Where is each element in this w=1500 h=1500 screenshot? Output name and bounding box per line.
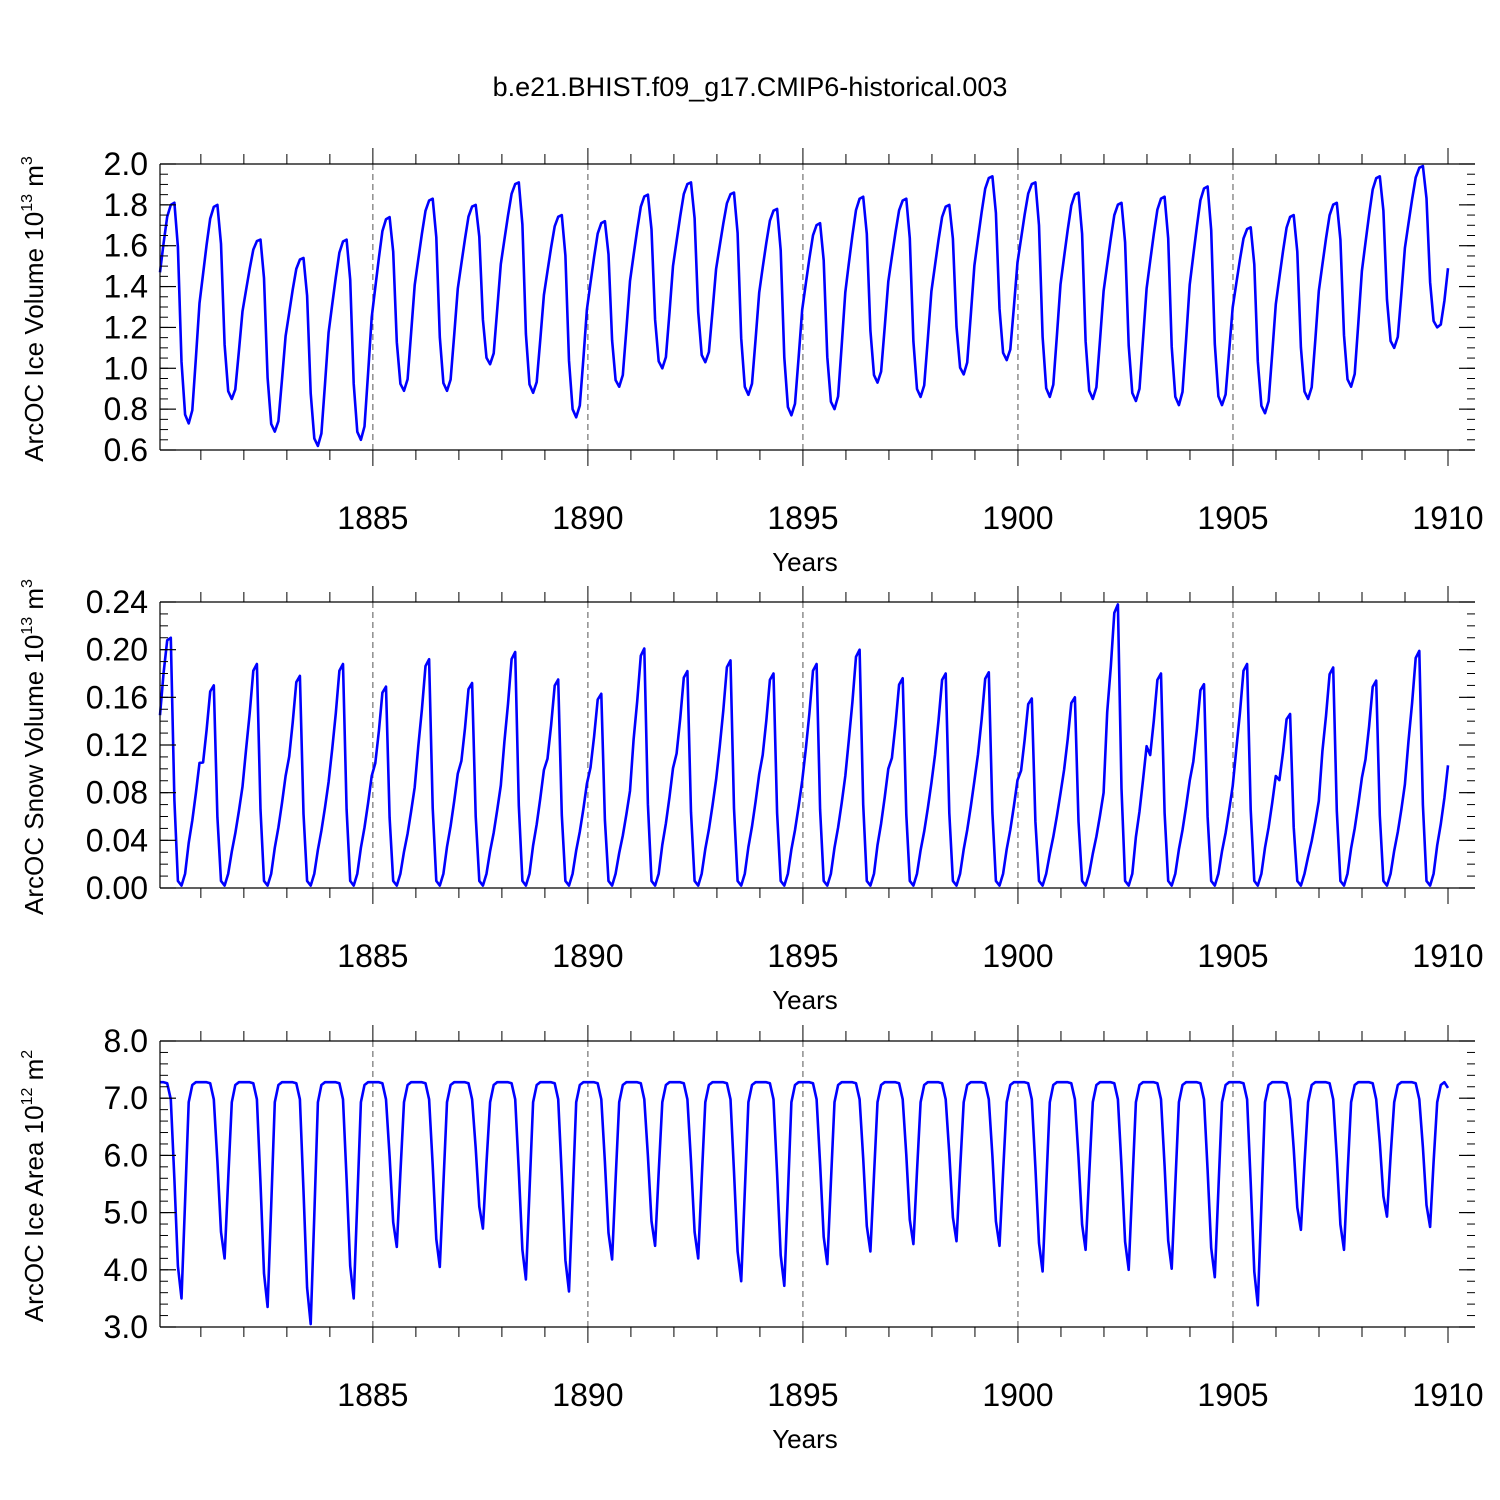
y-label-exponent: 13	[19, 194, 36, 212]
y-tick-label: 4.0	[104, 1252, 148, 1288]
y-tick-label: 0.6	[104, 432, 148, 468]
y-tick-label: 1.0	[104, 350, 148, 386]
x-axis-label: Years	[772, 1424, 838, 1454]
figure-title: b.e21.BHIST.f09_g17.CMIP6-historical.003	[493, 72, 1008, 102]
y-label-exponent: 12	[19, 1088, 36, 1106]
y-tick-label: 8.0	[104, 1023, 148, 1059]
x-tick-label: 1885	[337, 1377, 408, 1413]
y-label-unit: m	[19, 1059, 49, 1088]
series-line-snow	[158, 603, 1450, 887]
y-tick-label: 3.0	[104, 1309, 148, 1345]
y-tick-label: 6.0	[104, 1137, 148, 1173]
y-tick-label: 0.20	[86, 632, 148, 668]
y-tick-label: 5.0	[104, 1195, 148, 1231]
x-tick-label: 1895	[767, 1377, 838, 1413]
panels: 0.6 0.8 1.0 1.2 1.4 1.6 1.8 2.0 1885 1890 1895 1900…	[19, 146, 1484, 1454]
panel-area: 3.0 4.0 5.0 6.0 7.0 8.0 1885 1890 1895 1900 1905 19…	[19, 1023, 1484, 1454]
y-axis-label: ArcOC Ice Area 1012 m2	[19, 1050, 49, 1322]
y-tick-label: 1.6	[104, 228, 148, 264]
x-tick-label: 1910	[1412, 500, 1483, 536]
x-tick-label: 1890	[552, 938, 623, 974]
x-tick-label: 1905	[1197, 1377, 1268, 1413]
x-tick-label: 1890	[552, 1377, 623, 1413]
x-tick-label: 1885	[337, 938, 408, 974]
y-label-text: ArcOC Ice Volume 10	[19, 212, 49, 462]
x-tick-label: 1910	[1412, 938, 1483, 974]
y-label-unit-power: 3	[19, 579, 36, 588]
y-label-unit-power: 3	[19, 156, 36, 165]
x-tick-label: 1905	[1197, 500, 1268, 536]
x-tick-label: 1885	[337, 500, 408, 536]
x-tick-label: 1900	[982, 1377, 1053, 1413]
y-label-unit-power: 2	[19, 1050, 36, 1059]
y-axis-label: ArcOC Ice Volume 1013 m3	[19, 156, 49, 462]
y-label-text: ArcOC Snow Volume 10	[19, 635, 49, 915]
y-tick-label: 7.0	[104, 1080, 148, 1116]
y-tick-label: 0.08	[86, 775, 148, 811]
series-line-vol	[158, 164, 1450, 448]
y-tick-label: 2.0	[104, 146, 148, 182]
x-tick-label: 1910	[1412, 1377, 1483, 1413]
x-tick-label: 1895	[767, 500, 838, 536]
y-tick-label: 1.4	[104, 269, 148, 305]
x-axis-label: Years	[772, 985, 838, 1015]
y-tick-label: 0.00	[86, 870, 148, 906]
y-label-unit: m	[19, 588, 49, 617]
y-tick-label: 0.24	[86, 584, 148, 620]
y-label-text: ArcOC Ice Area 10	[19, 1105, 49, 1322]
panel-vol: 0.6 0.8 1.0 1.2 1.4 1.6 1.8 2.0 1885 1890 1895 1900…	[19, 146, 1484, 577]
y-tick-label: 0.16	[86, 679, 148, 715]
x-tick-label: 1905	[1197, 938, 1268, 974]
x-tick-label: 1900	[982, 500, 1053, 536]
y-label-unit: m	[19, 165, 49, 194]
panel-snow: 0.00 0.04 0.08 0.12 0.16 0.20 0.24 1885 1890 1895…	[19, 579, 1484, 1015]
y-tick-label: 1.2	[104, 309, 148, 345]
x-tick-label: 1900	[982, 938, 1053, 974]
y-tick-label: 0.8	[104, 391, 148, 427]
y-tick-label: 0.04	[86, 822, 148, 858]
x-tick-label: 1895	[767, 938, 838, 974]
x-axis-label: Years	[772, 547, 838, 577]
y-axis-label: ArcOC Snow Volume 1013 m3	[19, 579, 49, 915]
y-tick-label: 0.12	[86, 727, 148, 763]
y-label-exponent: 13	[19, 617, 36, 635]
y-tick-label: 1.8	[104, 187, 148, 223]
series-line-area	[160, 1080, 1450, 1326]
x-tick-label: 1890	[552, 500, 623, 536]
